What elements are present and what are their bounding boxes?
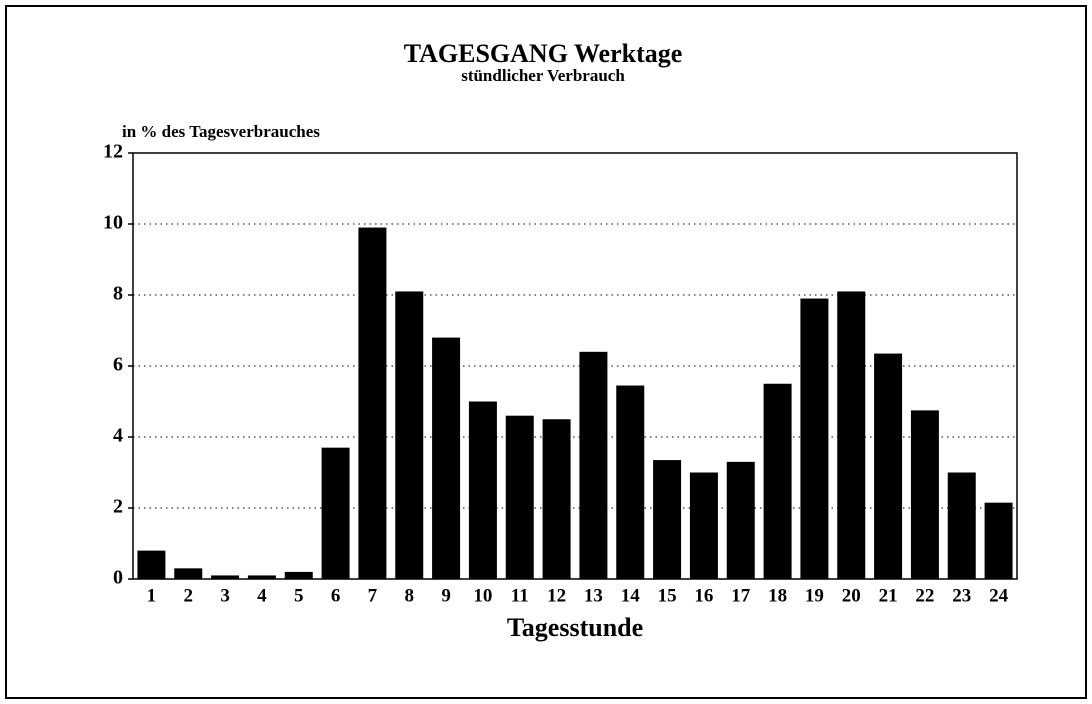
bar: [947, 472, 976, 579]
x-tick-label: 16: [694, 585, 713, 606]
y-tick-label: 4: [113, 425, 123, 447]
bar: [468, 401, 497, 579]
bar: [653, 460, 682, 579]
bar: [800, 298, 829, 579]
x-tick-label: 3: [220, 585, 230, 606]
x-tick-label: 21: [879, 585, 898, 606]
bar: [284, 571, 313, 579]
x-tick-label: 5: [294, 585, 304, 606]
bar: [763, 383, 792, 579]
x-tick-label: 2: [184, 585, 194, 606]
bar: [910, 410, 939, 579]
y-tick-label: 12: [103, 141, 123, 163]
bar: [211, 575, 240, 579]
bar: [137, 550, 166, 579]
bar: [689, 472, 718, 579]
x-tick-label: 13: [584, 585, 603, 606]
x-tick-label: 10: [473, 585, 492, 606]
plot-frame: [132, 152, 1018, 580]
y-tick-label: 6: [113, 354, 123, 376]
x-tick-label: 15: [658, 585, 677, 606]
x-tick-label: 11: [511, 585, 529, 606]
x-tick-label: 18: [768, 585, 787, 606]
x-tick-label: 20: [842, 585, 861, 606]
bar: [726, 461, 755, 579]
bar: [358, 227, 387, 580]
x-tick-label: 22: [915, 585, 934, 606]
x-tick-label: 17: [731, 585, 751, 606]
bar: [874, 353, 903, 579]
y-tick-label: 0: [113, 567, 123, 589]
x-tick-label: 6: [331, 585, 341, 606]
bar: [247, 575, 276, 579]
bar: [395, 291, 424, 579]
x-tick-label: 24: [989, 585, 1009, 606]
y-tick-label: 2: [113, 496, 123, 518]
bar: [542, 419, 571, 579]
x-tick-label: 19: [805, 585, 824, 606]
bar: [432, 337, 461, 579]
bar: [505, 415, 534, 579]
y-tick-label: 10: [103, 212, 123, 234]
frame: [5, 5, 1087, 699]
chart-subtitle: stündlicher Verbrauch: [461, 66, 625, 85]
x-tick-label: 9: [441, 585, 451, 606]
bar: [174, 568, 203, 579]
chart-title: TAGESGANG Werktage: [404, 39, 683, 68]
x-tick-label: 1: [147, 585, 157, 606]
y-axis-label: in % des Tagesverbrauches: [122, 122, 320, 141]
bar: [579, 351, 608, 579]
bar: [616, 385, 645, 579]
x-axis-label: Tagesstunde: [507, 613, 643, 642]
x-tick-label: 7: [368, 585, 378, 606]
bar: [837, 291, 866, 579]
x-tick-label: 14: [621, 585, 641, 606]
x-tick-label: 4: [257, 585, 267, 606]
x-tick-label: 12: [547, 585, 566, 606]
y-tick-label: 8: [113, 283, 123, 305]
bar: [321, 447, 350, 579]
bar: [984, 502, 1013, 579]
x-tick-label: 8: [405, 585, 415, 606]
x-tick-label: 23: [952, 585, 971, 606]
